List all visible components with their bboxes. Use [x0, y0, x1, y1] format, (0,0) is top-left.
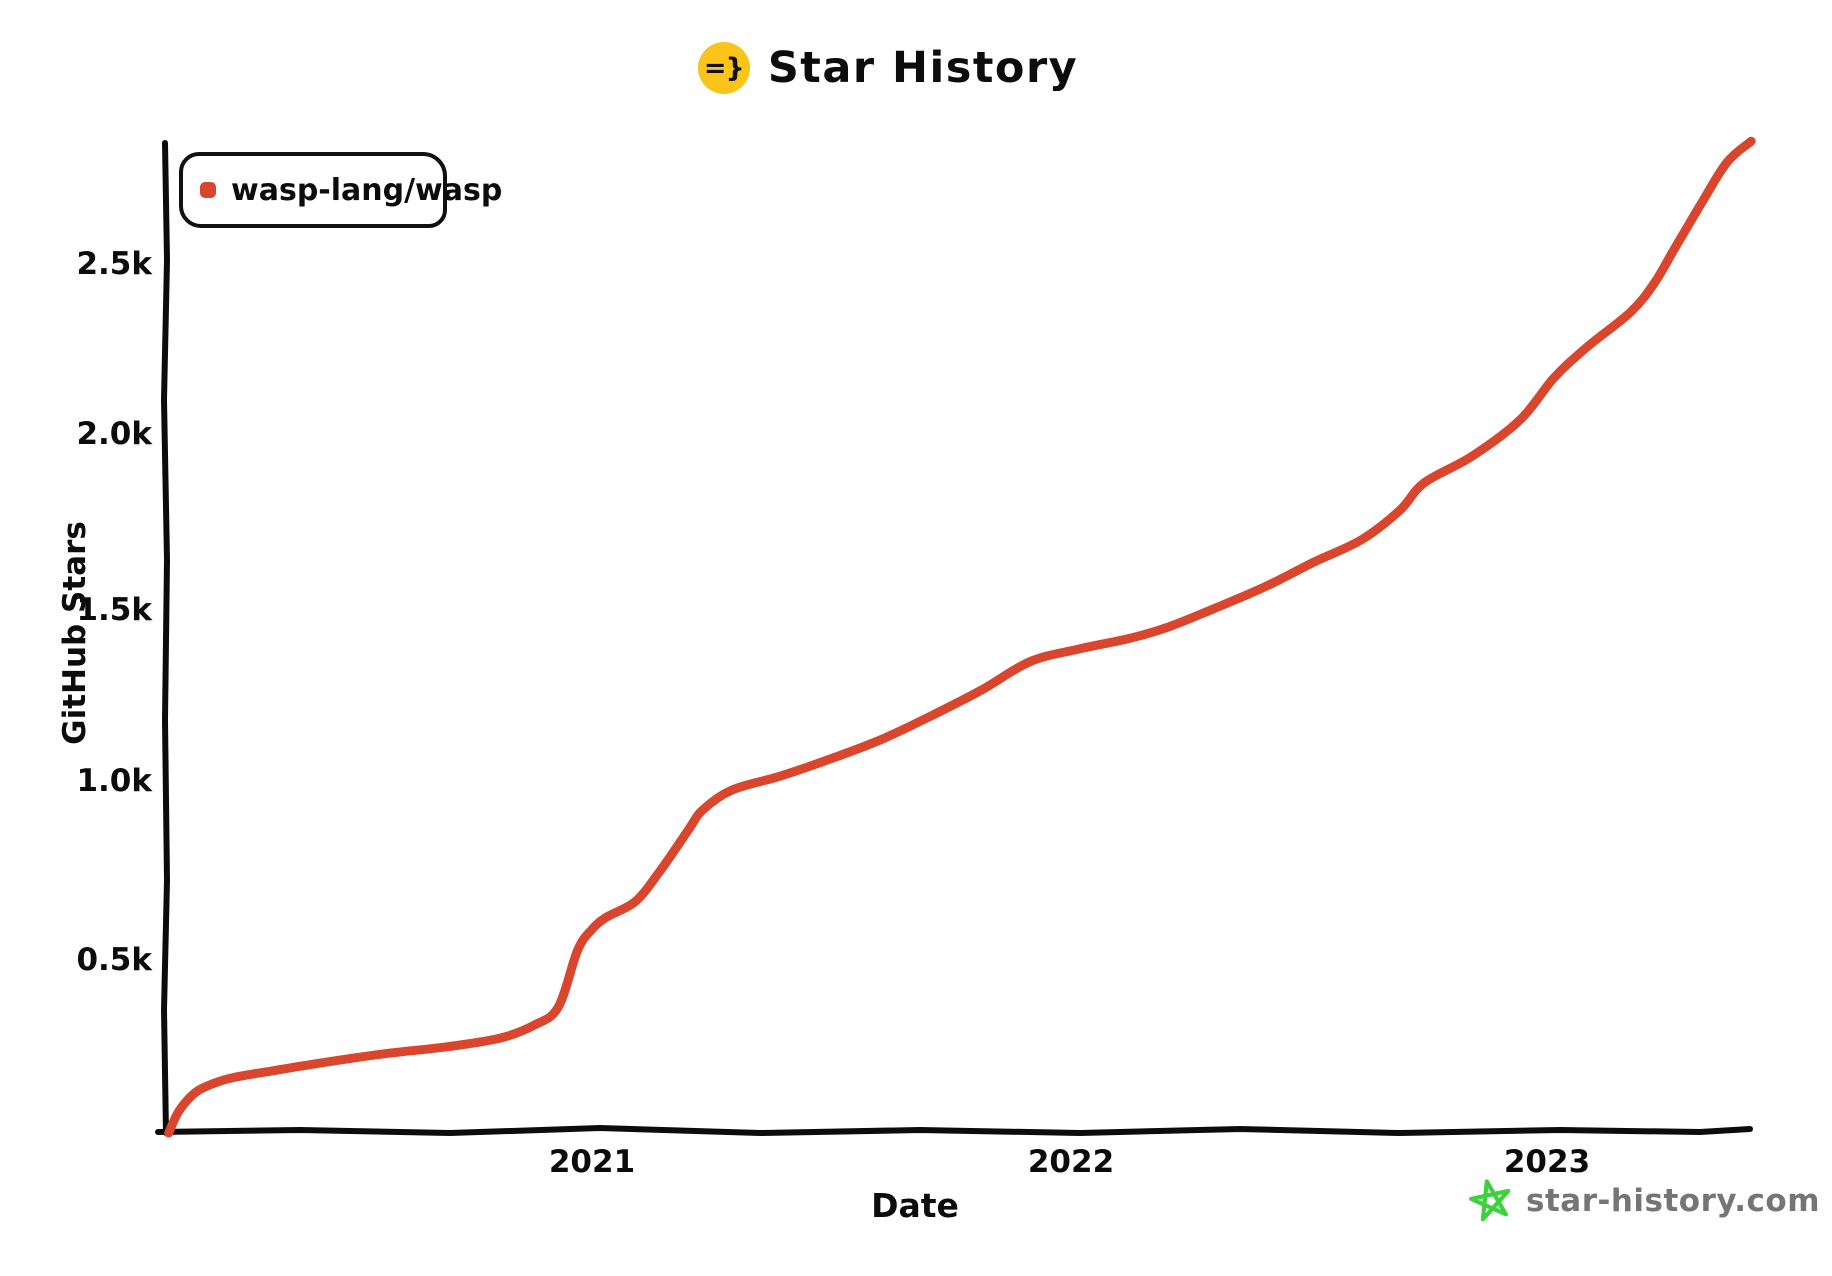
logo-glyph: =} [703, 52, 745, 84]
y-tick-label: 1.5k [76, 592, 152, 628]
legend-series-label: wasp-lang/wasp [231, 172, 503, 208]
y-tick-label: 0.5k [76, 942, 152, 978]
chart-header: =} Star History [0, 38, 1832, 98]
watermark-text: star-history.com [1526, 1183, 1821, 1219]
x-axis-line [155, 1125, 1753, 1136]
x-tick-label: 2022 [1027, 1144, 1115, 1180]
x-tick-label: 2023 [1503, 1144, 1591, 1180]
y-axis-line [161, 140, 170, 1136]
page-title: Star History [767, 43, 1079, 93]
star-history-logo-icon: =} [697, 42, 750, 94]
y-tick-label: 2.5k [76, 246, 152, 282]
y-tick-label: 1.0k [76, 763, 152, 799]
legend: wasp-lang/wasp [179, 152, 502, 228]
x-axis-title: Date [871, 1186, 959, 1225]
legend-marker-icon [200, 182, 216, 198]
watermark: star-history.com [1468, 1178, 1820, 1224]
y-tick-label: 2.0k [76, 416, 152, 452]
star-icon [1469, 1179, 1511, 1222]
y-axis-title: GitHub Stars [57, 521, 93, 745]
x-tick-label: 2021 [548, 1144, 636, 1180]
series-line-wasp-lang-wasp [164, 136, 1756, 1138]
